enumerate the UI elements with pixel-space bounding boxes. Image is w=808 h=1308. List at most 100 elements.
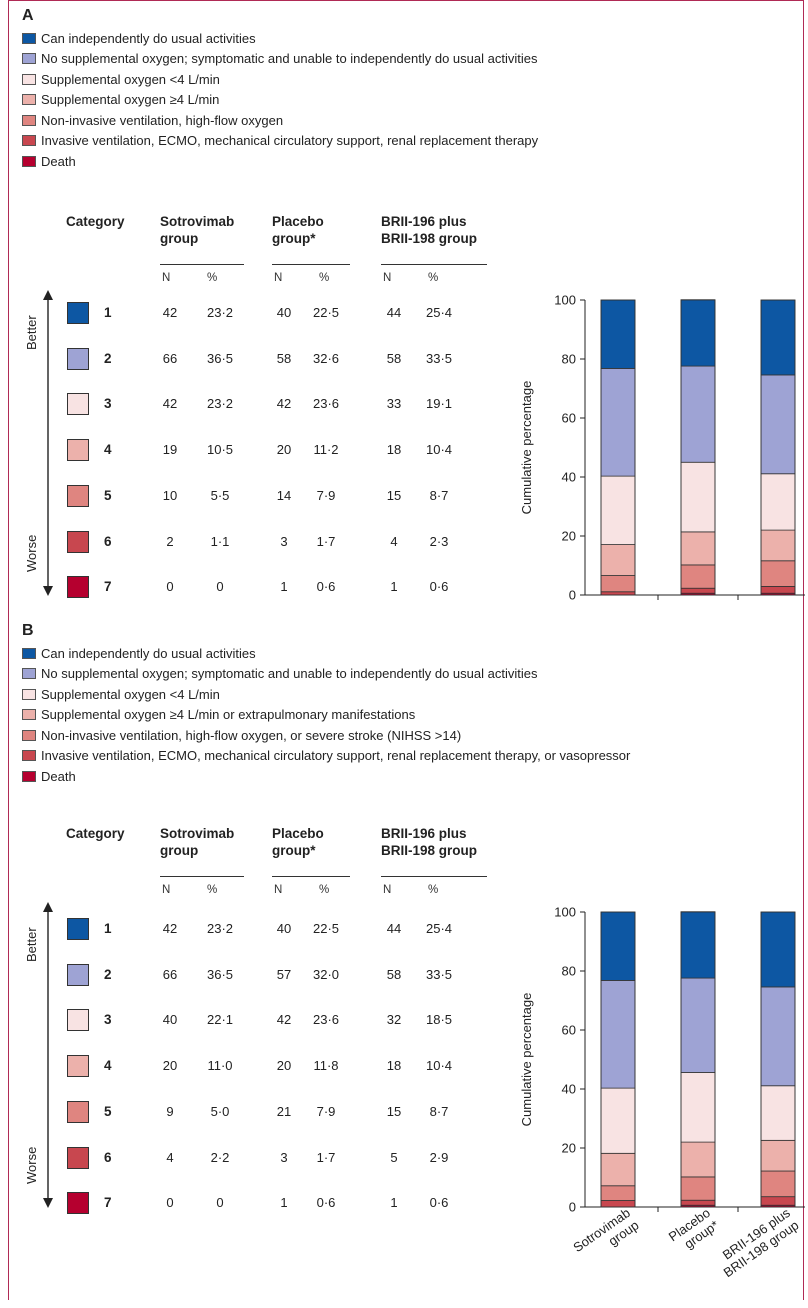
table-cell-sotro-p: 2·2 xyxy=(210,1149,230,1165)
header-n: N xyxy=(383,272,392,284)
table-cell-sotro-p: 23·2 xyxy=(206,396,234,412)
arrow-head-down xyxy=(43,586,53,596)
category-swatch xyxy=(67,1055,89,1078)
header-sotro-line2: group xyxy=(160,231,199,246)
category-number: 5 xyxy=(104,487,112,503)
category-swatch xyxy=(67,1009,89,1032)
table-cell-sotro-n: 20 xyxy=(162,1058,178,1074)
arrow-head-up xyxy=(43,290,53,300)
better-worse-arrow xyxy=(43,290,53,596)
legend-item: Non-invasive ventilation, high-flow oxyg… xyxy=(22,110,538,131)
table-cell-sotro-n: 66 xyxy=(162,350,178,366)
y-tick-label: 80 xyxy=(562,964,576,979)
arrow-head-down xyxy=(43,1198,53,1208)
bar-segment xyxy=(600,1185,636,1201)
bar-outline xyxy=(760,911,796,1208)
bar-segment xyxy=(600,1200,636,1208)
table-cell-plac-p: 23·6 xyxy=(312,1012,340,1028)
table-cell-brii-n: 4 xyxy=(390,533,398,549)
worse-label: Worse xyxy=(24,534,39,572)
y-tick-label: 0 xyxy=(569,588,576,603)
table-cell-plac-n: 40 xyxy=(276,305,292,320)
table-cell-plac-n: 20 xyxy=(276,1058,292,1074)
bar-segment xyxy=(600,591,636,596)
legend-swatch xyxy=(22,114,36,126)
bar-segment xyxy=(680,1176,716,1201)
table-cell-brii-n: 44 xyxy=(386,305,402,320)
table-cell-sotro-n: 2 xyxy=(166,533,174,549)
bar-segment xyxy=(760,1170,796,1198)
table-cell-plac-p: 0·6 xyxy=(316,579,336,595)
table-cell-brii-p: 25·4 xyxy=(425,305,453,320)
bar-segment xyxy=(680,564,716,589)
table-cell-plac-p: 11·2 xyxy=(313,442,339,458)
table-cell-plac-n: 1 xyxy=(280,1195,288,1211)
table-cell-brii-p: 2·3 xyxy=(429,533,449,549)
bar-segment xyxy=(680,911,716,979)
legend-item: Supplemental oxygen ≥4 L/min or extrapul… xyxy=(22,705,630,726)
better-label: Better xyxy=(24,927,39,962)
table-cell-sotro-p: 23·2 xyxy=(206,305,234,320)
table-cell-sotro-n: 0 xyxy=(166,579,174,595)
bar-segment xyxy=(600,980,636,1089)
header-category: Category xyxy=(66,214,125,229)
bar-outline xyxy=(680,299,716,596)
bar-segment xyxy=(680,461,716,533)
legend-swatch xyxy=(22,770,36,782)
table-cell-plac-p: 11·8 xyxy=(313,1058,339,1074)
table-cell-brii-p: 10·4 xyxy=(425,1058,453,1074)
legend-item: Invasive ventilation, ECMO, mechanical c… xyxy=(22,131,538,152)
legend-item: Can independently do usual activities xyxy=(22,28,538,49)
category-number: 6 xyxy=(104,1149,112,1165)
panel-label: A xyxy=(22,7,34,24)
category-swatch xyxy=(67,576,89,599)
table-cell-plac-n: 3 xyxy=(280,533,288,549)
legend-item: Non-invasive ventilation, high-flow oxyg… xyxy=(22,725,630,746)
table-cell-plac-p: 1·7 xyxy=(316,533,336,549)
bar-outline xyxy=(680,911,716,1208)
category-number: 6 xyxy=(104,533,112,549)
legend-item: Supplemental oxygen ≥4 L/min xyxy=(22,90,538,111)
category-number: 1 xyxy=(104,305,112,320)
bar-segment xyxy=(600,368,636,477)
header-rule xyxy=(160,876,244,877)
table-cell-plac-n: 40 xyxy=(276,921,292,936)
bar-outline xyxy=(760,299,796,596)
table-cell-plac-n: 42 xyxy=(276,1012,292,1028)
table-cell-plac-n: 42 xyxy=(276,396,292,412)
category-swatch xyxy=(67,963,89,986)
category-swatch xyxy=(67,1192,89,1215)
table-cell-sotro-p: 5·0 xyxy=(210,1103,230,1119)
table-cell-plac-n: 14 xyxy=(276,487,292,503)
table-cell-plac-n: 21 xyxy=(276,1103,292,1119)
header-sotro-line1: Sotrovimab xyxy=(160,214,235,229)
legend-swatch xyxy=(22,750,36,762)
bar-segment xyxy=(600,1087,636,1154)
table-cell-sotro-n: 42 xyxy=(162,396,178,412)
header-pct: % xyxy=(428,272,439,284)
legend-swatch xyxy=(22,155,36,167)
legend-item: Supplemental oxygen <4 L/min xyxy=(22,684,630,705)
table-cell-plac-n: 3 xyxy=(280,1149,288,1165)
legend-swatch xyxy=(22,688,36,700)
category-number: 3 xyxy=(104,1012,112,1028)
bar-segment xyxy=(760,374,796,475)
bar-segment xyxy=(760,911,796,988)
table-cell-plac-p: 22·5 xyxy=(312,921,340,936)
worse-label: Worse xyxy=(24,1146,39,1184)
y-axis-title: Cumulative percentage xyxy=(519,993,534,1127)
legend-item: Death xyxy=(22,766,630,787)
legend-swatch xyxy=(22,729,36,741)
header-pct: % xyxy=(207,272,218,284)
legend-label: Can independently do usual activities xyxy=(41,30,256,46)
bar-segment xyxy=(680,299,716,367)
table-cell-brii-p: 0·6 xyxy=(429,1195,449,1211)
legend-item: No supplemental oxygen; symptomatic and … xyxy=(22,664,630,685)
y-tick-label: 20 xyxy=(562,529,576,544)
table-cell-brii-n: 32 xyxy=(386,1012,402,1028)
table-cell-brii-n: 15 xyxy=(386,487,402,503)
table-cell-plac-p: 1·7 xyxy=(316,1149,336,1165)
category-number: 4 xyxy=(104,1058,112,1074)
